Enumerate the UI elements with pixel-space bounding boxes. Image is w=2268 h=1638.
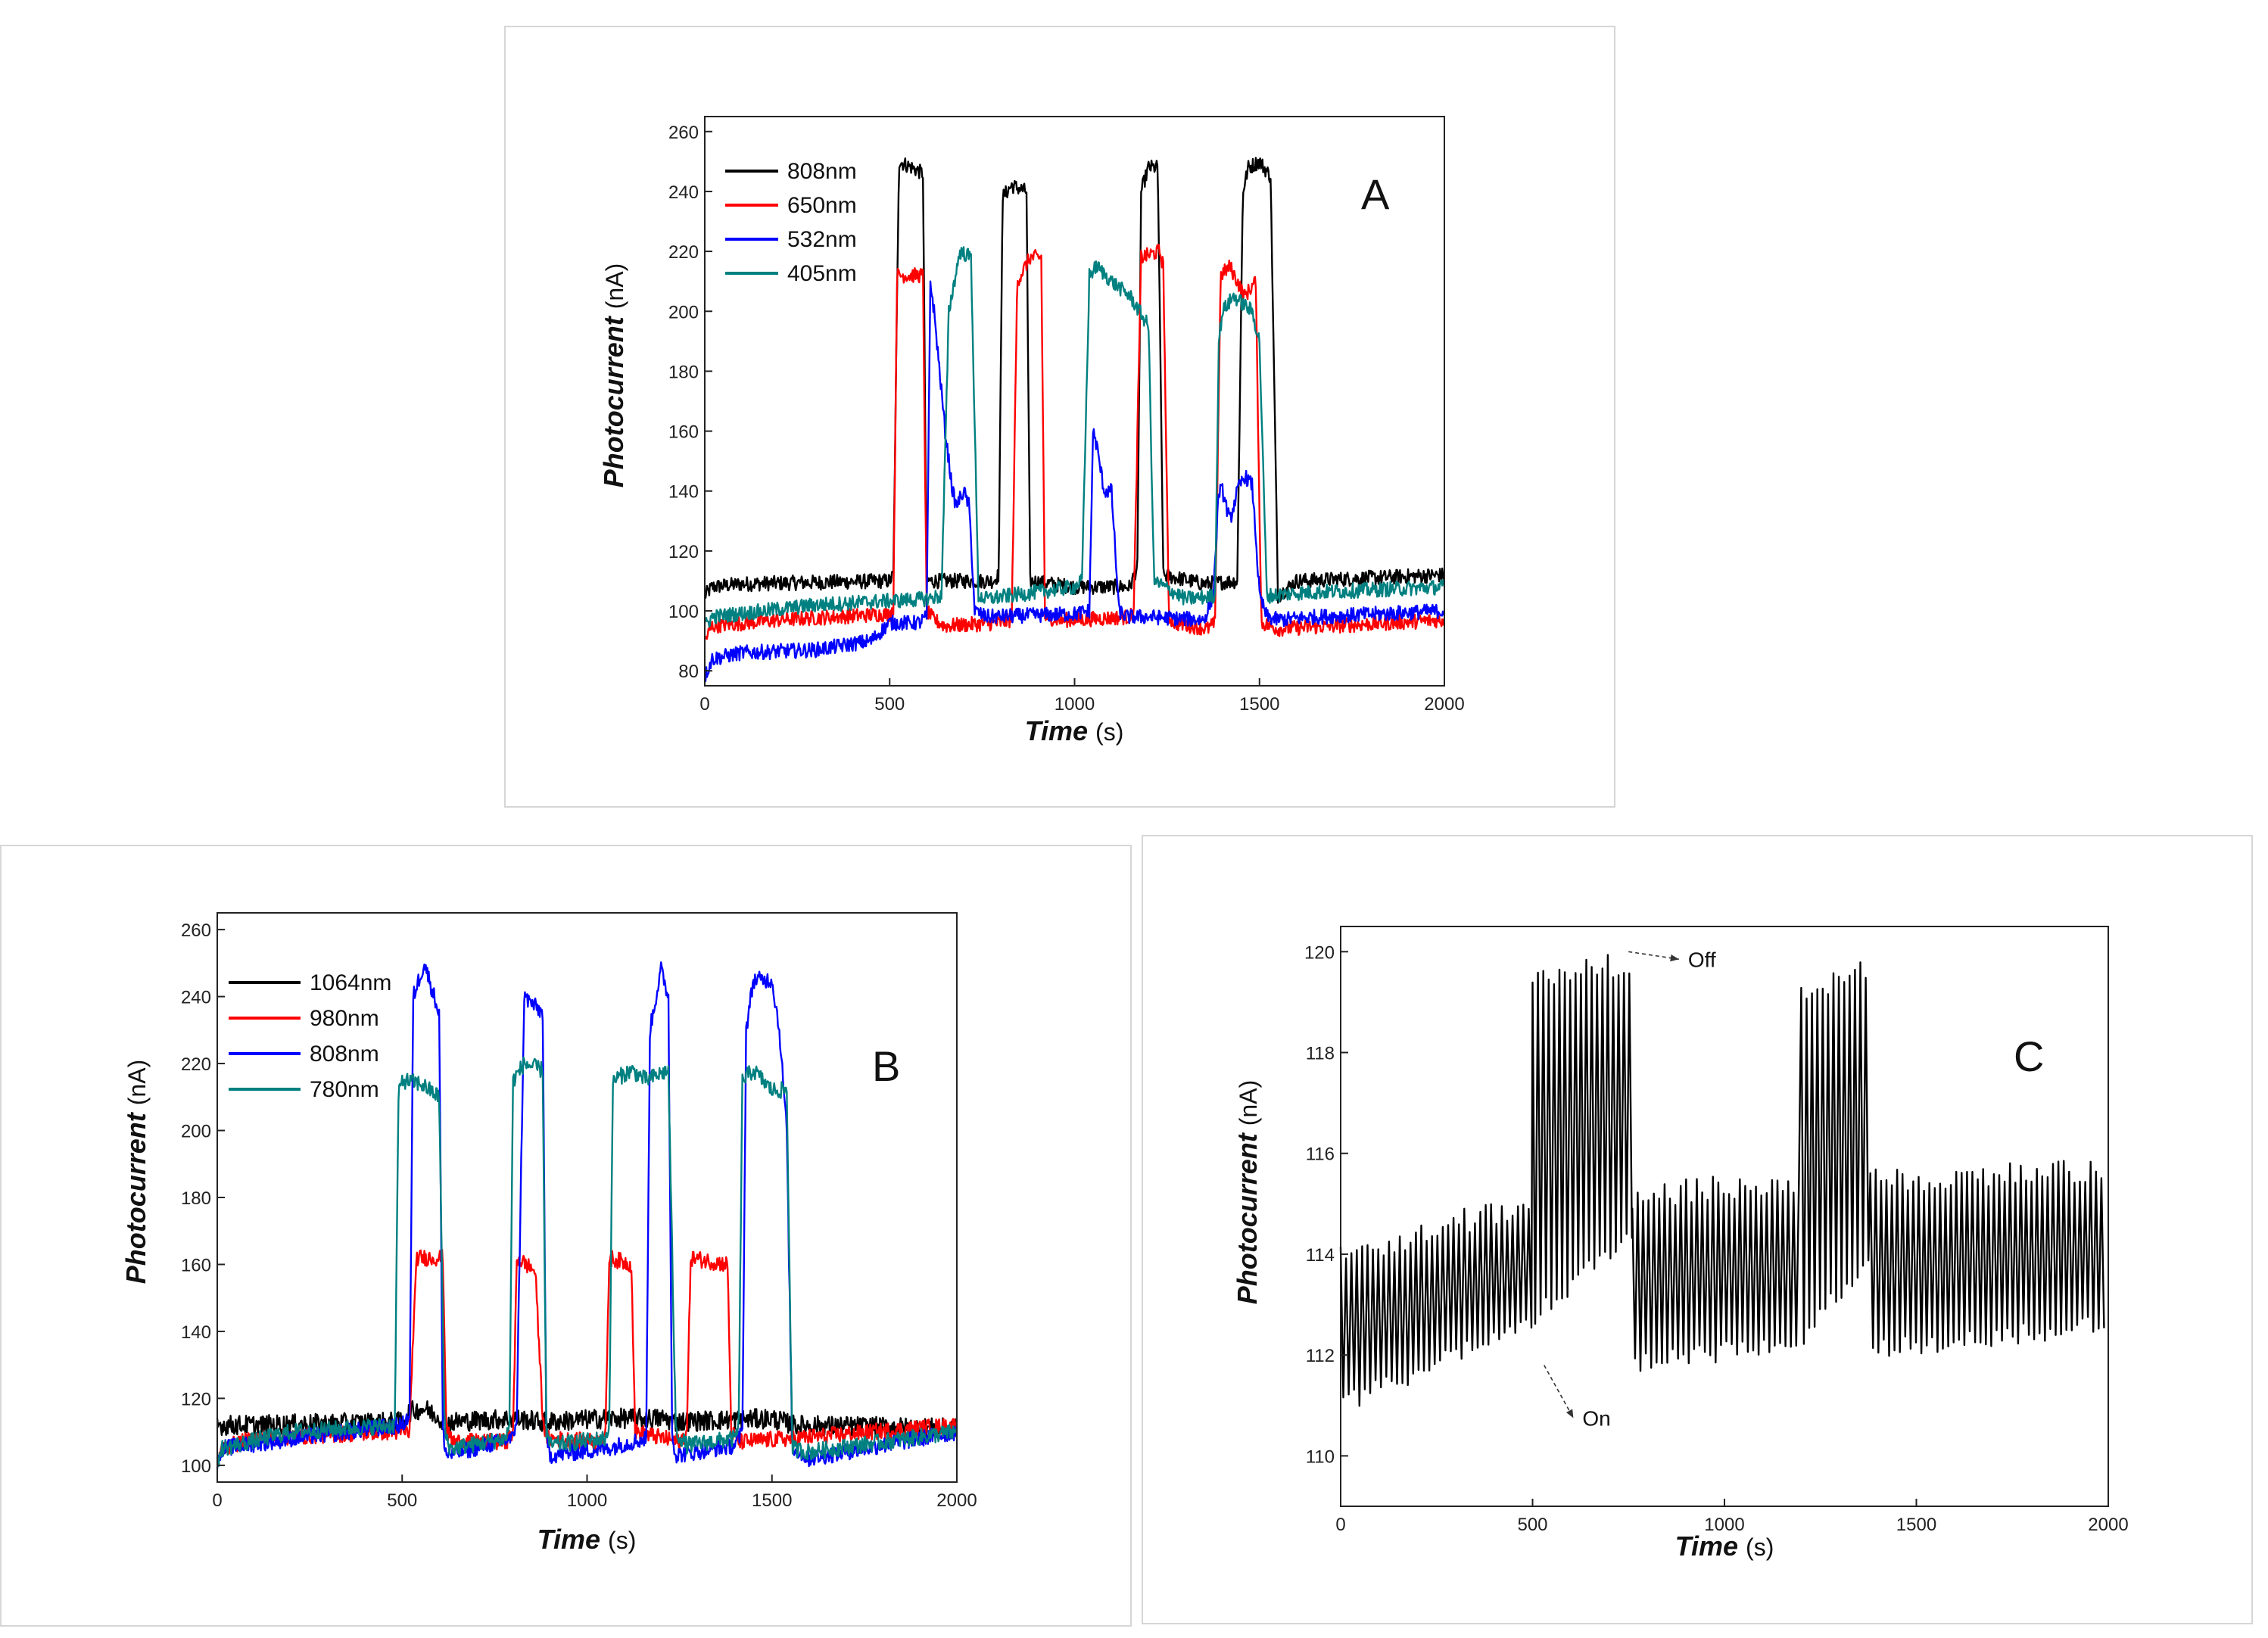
x-tick-label: 1500	[1896, 1515, 1936, 1535]
panel-letter: C	[2014, 1032, 2044, 1080]
x-tick-label: 1500	[1239, 694, 1279, 715]
y-tick-label: 112	[1306, 1346, 1335, 1366]
panel-letter: A	[1361, 170, 1390, 218]
annotation-arrowhead	[1565, 1409, 1574, 1418]
y-tick-label: 260	[181, 920, 211, 941]
annotation-label: Off	[1688, 948, 1716, 971]
y-tick-label: 220	[181, 1054, 211, 1075]
x-tick-label: 1500	[752, 1490, 792, 1511]
annotation-arrow	[1628, 951, 1679, 961]
chart-b-series-4	[216, 1056, 958, 1467]
x-tick-label: 500	[874, 694, 905, 715]
chart-b-frame	[217, 912, 958, 1483]
chart-panel-a: 0 500 1000 1500 2000 80 100 120 140 160 180 200 220 2…	[504, 26, 1615, 808]
x-tick-label: 500	[1517, 1515, 1547, 1535]
chart-a-series-1	[703, 157, 1446, 604]
y-tick-label: 120	[668, 542, 699, 562]
y-tick-label: 160	[181, 1255, 211, 1275]
legend-label: 532nm	[787, 227, 857, 252]
x-tick-label: 1000	[567, 1490, 607, 1511]
x-tick-label: 0	[699, 694, 709, 715]
annotation-arrowhead	[1670, 954, 1679, 962]
x-axis-title: Time (s)	[1675, 1531, 1774, 1562]
x-tick-label: 1000	[1704, 1515, 1744, 1535]
annotation-arrow	[1544, 1365, 1575, 1418]
legend-label: 808nm	[310, 1042, 379, 1067]
legend-label: 808nm	[787, 159, 857, 184]
y-tick-label: 140	[181, 1322, 211, 1343]
y-tick-label: 240	[181, 988, 211, 1008]
y-axis-title: Photocurrent(nA)	[598, 263, 629, 487]
y-axis-title: Photocurrent(nA)	[1232, 1080, 1263, 1304]
x-tick-label: 2000	[2088, 1515, 2128, 1535]
y-tick-label: 240	[668, 182, 699, 203]
y-tick-label: 140	[668, 482, 699, 503]
x-tick-label: 0	[212, 1490, 222, 1511]
x-tick-label: 500	[387, 1490, 417, 1511]
chart-a-series-4	[703, 246, 1446, 627]
y-tick-label: 114	[1306, 1245, 1335, 1266]
y-tick-label: 260	[668, 123, 699, 143]
y-tick-label: 220	[668, 242, 699, 263]
legend-label: 780nm	[310, 1077, 379, 1102]
legend-label: 980nm	[310, 1006, 379, 1031]
chart-c-series-1	[1339, 954, 2105, 1407]
y-tick-label: 180	[181, 1188, 211, 1209]
chart-b-series-3	[216, 961, 958, 1469]
y-tick-label: 160	[668, 422, 699, 443]
chart-a-series-3	[704, 280, 1445, 682]
y-tick-label: 120	[1304, 942, 1335, 963]
y-tick-label: 110	[1306, 1446, 1335, 1467]
y-tick-label: 100	[181, 1456, 211, 1477]
legend-label: 1064nm	[310, 970, 391, 995]
x-axis-title: Time (s)	[537, 1524, 637, 1555]
y-tick-label: 116	[1306, 1144, 1335, 1165]
chart-a-svg: 0 500 1000 1500 2000 80 100 120 140 160 180 200 220 2…	[598, 116, 1465, 746]
chart-c-svg: 0 500 1000 1500 2000 110 112 114 116 118 120 Time (s…	[1232, 926, 2129, 1562]
y-tick-label: 118	[1306, 1044, 1335, 1064]
panel-letter: B	[872, 1042, 900, 1090]
y-tick-label: 100	[668, 602, 699, 622]
y-tick-label: 200	[668, 302, 699, 322]
y-tick-label: 200	[181, 1122, 211, 1142]
chart-panel-c: 0 500 1000 1500 2000 110 112 114 116 118 120 Time (s…	[1142, 835, 2253, 1624]
legend-label: 650nm	[787, 193, 857, 218]
x-axis-title: Time (s)	[1025, 715, 1124, 746]
y-tick-label: 80	[678, 662, 699, 682]
chart-panel-b: 0 500 1000 1500 2000 100 120 140 160 180 200 220 240…	[0, 845, 1132, 1627]
y-tick-label: 180	[668, 362, 699, 382]
legend-label: 405nm	[787, 261, 857, 286]
x-tick-label: 1000	[1055, 694, 1095, 715]
x-tick-label: 2000	[936, 1490, 977, 1511]
y-tick-label: 120	[181, 1389, 211, 1409]
x-tick-label: 0	[1335, 1515, 1345, 1535]
y-axis-title: Photocurrent(nA)	[120, 1060, 151, 1284]
chart-b-svg: 0 500 1000 1500 2000 100 120 140 160 180 200 220 240…	[120, 912, 977, 1555]
annotation-label: On	[1582, 1406, 1610, 1430]
x-tick-label: 2000	[1424, 694, 1464, 715]
